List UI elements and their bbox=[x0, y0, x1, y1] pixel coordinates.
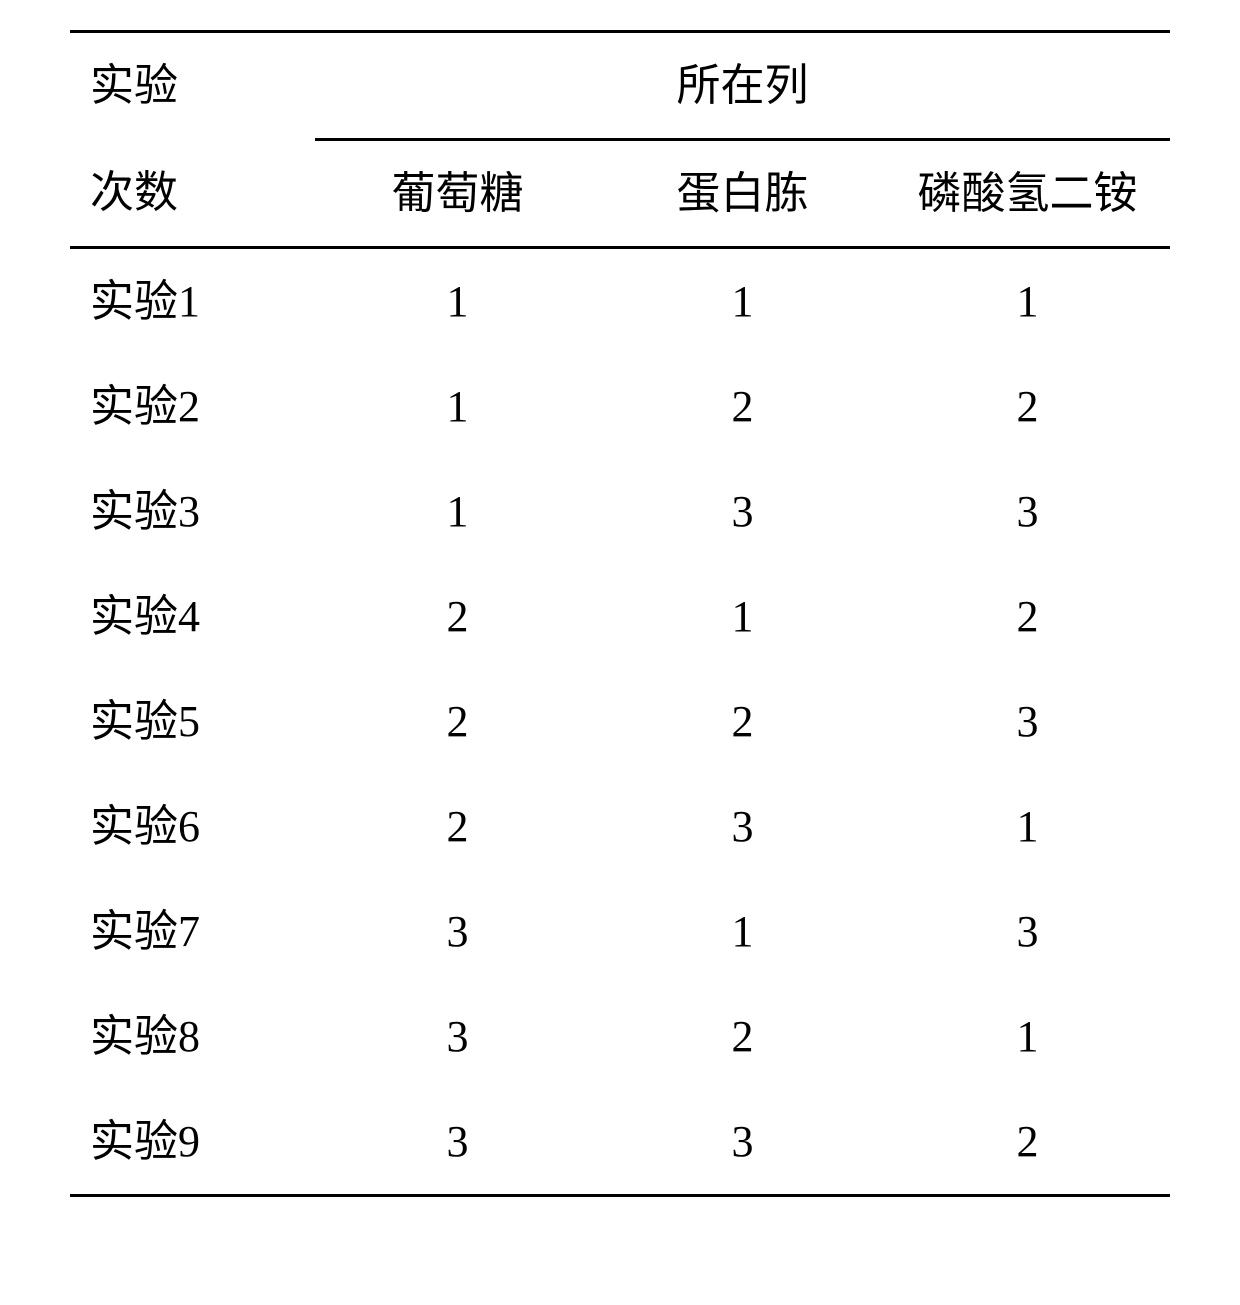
header-col-glucose: 葡萄糖 bbox=[315, 140, 600, 248]
cell: 1 bbox=[600, 879, 885, 984]
cell: 2 bbox=[600, 669, 885, 774]
cell: 1 bbox=[315, 459, 600, 564]
cell: 2 bbox=[600, 354, 885, 459]
cell: 2 bbox=[885, 564, 1170, 669]
cell: 1 bbox=[885, 984, 1170, 1089]
table-row: 实验6 2 3 1 bbox=[70, 774, 1170, 879]
row-label: 实验5 bbox=[70, 669, 315, 774]
header-span-label: 所在列 bbox=[315, 32, 1170, 140]
table-row: 实验3 1 3 3 bbox=[70, 459, 1170, 564]
row-label: 实验8 bbox=[70, 984, 315, 1089]
row-label: 实验3 bbox=[70, 459, 315, 564]
cell: 3 bbox=[600, 1089, 885, 1196]
table-row: 实验9 3 3 2 bbox=[70, 1089, 1170, 1196]
cell: 3 bbox=[315, 1089, 600, 1196]
cell: 3 bbox=[885, 879, 1170, 984]
cell: 1 bbox=[315, 248, 600, 355]
cell: 1 bbox=[885, 774, 1170, 879]
cell: 3 bbox=[885, 459, 1170, 564]
row-label: 实验1 bbox=[70, 248, 315, 355]
header-rowlabel-line2: 次数 bbox=[70, 140, 315, 248]
header-col-peptone: 蛋白胨 bbox=[600, 140, 885, 248]
table-row: 实验2 1 2 2 bbox=[70, 354, 1170, 459]
row-label: 实验4 bbox=[70, 564, 315, 669]
table-row: 实验7 3 1 3 bbox=[70, 879, 1170, 984]
table-header-row-1: 实验 所在列 bbox=[70, 32, 1170, 140]
header-col-ammonium-phosphate: 磷酸氢二铵 bbox=[885, 140, 1170, 248]
cell: 2 bbox=[885, 1089, 1170, 1196]
row-label: 实验7 bbox=[70, 879, 315, 984]
table-header-row-2: 次数 葡萄糖 蛋白胨 磷酸氢二铵 bbox=[70, 140, 1170, 248]
row-label: 实验6 bbox=[70, 774, 315, 879]
cell: 1 bbox=[600, 564, 885, 669]
row-label: 实验2 bbox=[70, 354, 315, 459]
cell: 3 bbox=[315, 879, 600, 984]
page: 实验 所在列 次数 葡萄糖 蛋白胨 磷酸氢二铵 实验1 1 1 1 实验2 1 … bbox=[0, 0, 1240, 1305]
cell: 1 bbox=[315, 354, 600, 459]
cell: 1 bbox=[885, 248, 1170, 355]
table-row: 实验5 2 2 3 bbox=[70, 669, 1170, 774]
cell: 2 bbox=[315, 564, 600, 669]
cell: 3 bbox=[885, 669, 1170, 774]
cell: 3 bbox=[600, 459, 885, 564]
row-label: 实验9 bbox=[70, 1089, 315, 1196]
table-row: 实验4 2 1 2 bbox=[70, 564, 1170, 669]
cell: 3 bbox=[600, 774, 885, 879]
orthogonal-design-table: 实验 所在列 次数 葡萄糖 蛋白胨 磷酸氢二铵 实验1 1 1 1 实验2 1 … bbox=[70, 30, 1170, 1197]
cell: 2 bbox=[315, 774, 600, 879]
cell: 3 bbox=[315, 984, 600, 1089]
cell: 2 bbox=[315, 669, 600, 774]
header-rowlabel-line1: 实验 bbox=[70, 32, 315, 140]
cell: 2 bbox=[600, 984, 885, 1089]
cell: 1 bbox=[600, 248, 885, 355]
table-row: 实验1 1 1 1 bbox=[70, 248, 1170, 355]
cell: 2 bbox=[885, 354, 1170, 459]
table-row: 实验8 3 2 1 bbox=[70, 984, 1170, 1089]
